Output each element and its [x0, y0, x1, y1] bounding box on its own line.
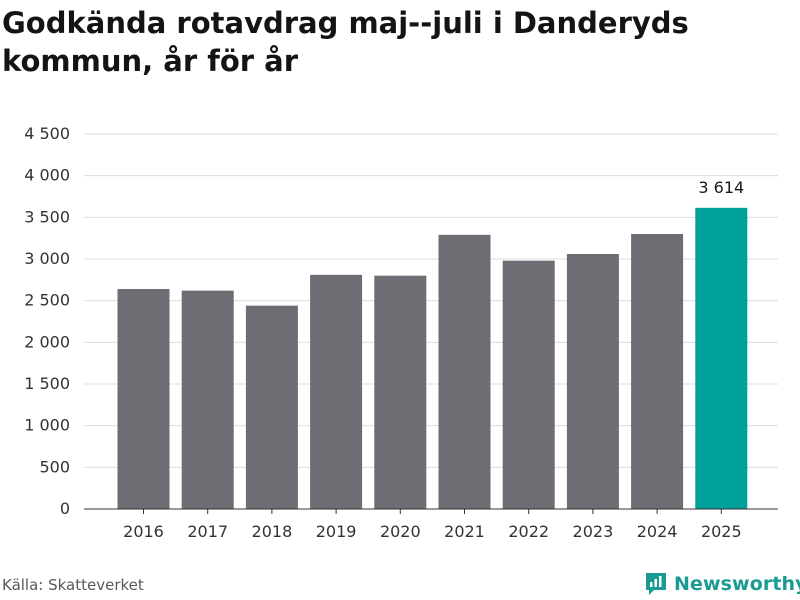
x-axis-tick-labels: 2016 2017 2018 2019 2020 2021 2022 2023 2024 2025 [123, 522, 742, 541]
bar-2025 [695, 207, 748, 510]
bar-2018 [245, 305, 298, 509]
x-tick-label: 2025 [701, 522, 742, 541]
bar-2016 [117, 289, 170, 509]
bar-2022 [502, 260, 555, 509]
x-tick-label: 2024 [637, 522, 678, 541]
x-tick-label: 2020 [380, 522, 421, 541]
y-tick-label: 500 [39, 457, 70, 476]
x-axis-ticks [143, 509, 722, 514]
x-tick-label: 2018 [252, 522, 293, 541]
y-tick-label: 3 500 [24, 207, 70, 226]
y-axis-tick-labels: 0 500 1 000 1 500 2 000 2 500 3 000 3 500 4 000 4… [24, 124, 70, 518]
bar-2021 [438, 234, 491, 510]
x-tick-label: 2017 [187, 522, 228, 541]
bar-2023 [566, 254, 619, 509]
x-tick-label: 2021 [444, 522, 485, 541]
bar-2024 [631, 234, 684, 509]
newsworthy-brand[interactable]: Newsworthy [644, 571, 800, 596]
bar-2019 [310, 274, 363, 509]
y-tick-label: 2 500 [24, 291, 70, 310]
y-tick-label: 1 500 [24, 374, 70, 393]
bar-2020 [374, 275, 427, 509]
data-labels: 3 614 [698, 178, 744, 197]
chart-title: Godkända rotavdrag maj--juli i Danderyds… [2, 6, 689, 78]
y-tick-label: 4 000 [24, 166, 70, 185]
y-tick-label: 2 000 [24, 332, 70, 351]
bar-2017 [181, 290, 234, 509]
x-tick-label: 2022 [508, 522, 549, 541]
bars [117, 207, 748, 510]
x-tick-label: 2016 [123, 522, 164, 541]
data-label: 3 614 [698, 178, 744, 197]
y-tick-label: 4 500 [24, 124, 70, 143]
newsworthy-logo-icon [646, 573, 666, 595]
source-note: Källa: Skatteverket [2, 576, 144, 594]
x-tick-label: 2019 [316, 522, 357, 541]
y-tick-label: 3 000 [24, 249, 70, 268]
y-tick-label: 0 [60, 499, 70, 518]
y-tick-label: 1 000 [24, 416, 70, 435]
brand-name: Newsworthy [674, 572, 800, 595]
x-tick-label: 2023 [573, 522, 614, 541]
